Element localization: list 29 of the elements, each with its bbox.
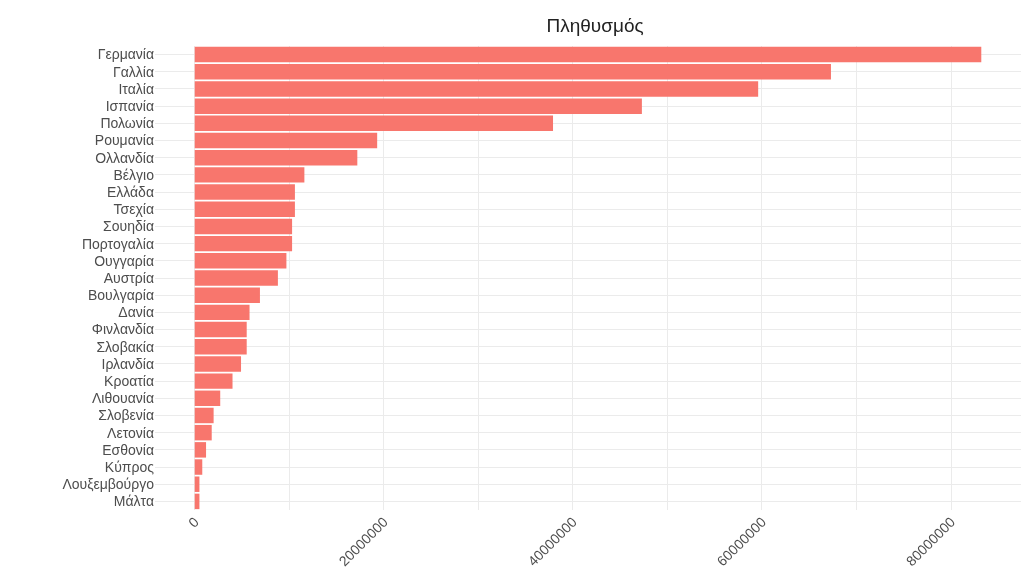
- chart-title: Πληθυσμός: [546, 15, 644, 37]
- y-tick-label: Κύπρος: [104, 458, 155, 475]
- y-tick-label: Ολλανδία: [95, 149, 154, 166]
- y-tick-label: Βουλγαρία: [87, 287, 154, 304]
- y-tick-label: Ουγγαρία: [94, 252, 154, 269]
- y-tick-label: Εσθονία: [102, 441, 154, 458]
- y-tick-label: Γερμανία: [97, 46, 154, 63]
- y-tick-label: Φινλανδία: [91, 321, 154, 338]
- y-tick-label: Σλοβενία: [98, 407, 154, 424]
- y-tick-label: Βέλγιο: [113, 166, 155, 183]
- y-tick-label: Κροατία: [104, 373, 154, 390]
- y-tick-label: Τσεχία: [113, 201, 154, 218]
- y-tick-label: Ρουμανία: [94, 132, 154, 149]
- y-tick-label: Ελλάδα: [106, 183, 154, 200]
- y-tick-label: Λιθουανία: [92, 390, 154, 407]
- y-tick-label: Μάλτα: [113, 493, 154, 510]
- x-tick-label: 0: [184, 513, 202, 531]
- y-tick-label: Σλοβακία: [96, 338, 154, 355]
- y-tick-label: Πολωνία: [100, 115, 154, 132]
- y-tick-label: Σουηδία: [103, 218, 154, 235]
- y-tick-label: Αυστρία: [103, 269, 154, 286]
- y-tick-label: Ιταλία: [118, 80, 154, 97]
- y-tick-label: Γαλλία: [112, 63, 154, 80]
- y-tick-label: Ιρλανδία: [101, 355, 154, 372]
- y-tick-label: Δανία: [118, 304, 154, 321]
- y-tick-label: Λετονία: [107, 424, 154, 441]
- y-tick-label: Πορτογαλία: [81, 235, 154, 252]
- y-tick-label: Λουξεμβούργο: [62, 476, 155, 493]
- y-tick-label: Ισπανία: [105, 98, 154, 115]
